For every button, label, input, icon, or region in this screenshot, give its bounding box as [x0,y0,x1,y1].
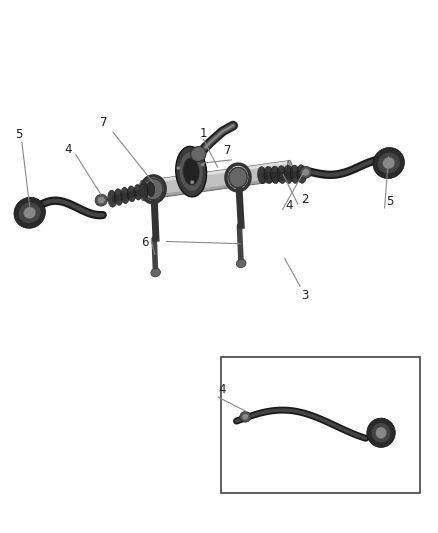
Ellipse shape [264,166,273,184]
Ellipse shape [114,189,123,205]
Ellipse shape [375,427,387,439]
Text: 3: 3 [301,289,308,302]
Ellipse shape [127,186,136,202]
Ellipse shape [297,165,307,183]
Ellipse shape [242,414,249,420]
Ellipse shape [14,197,46,228]
Text: 7: 7 [224,144,232,157]
Ellipse shape [24,207,36,219]
Ellipse shape [383,157,395,169]
Ellipse shape [371,423,391,443]
Ellipse shape [229,167,247,188]
Ellipse shape [179,152,203,191]
Ellipse shape [367,418,395,448]
Ellipse shape [378,152,400,174]
Ellipse shape [183,158,200,185]
Polygon shape [141,161,291,200]
Bar [221,357,420,493]
Text: 1: 1 [200,127,208,140]
Ellipse shape [258,167,266,184]
Text: 5: 5 [15,128,22,141]
Ellipse shape [18,202,41,223]
Ellipse shape [97,197,105,204]
Ellipse shape [95,195,107,206]
Ellipse shape [287,160,293,180]
Text: 2: 2 [300,193,308,206]
Ellipse shape [373,148,404,179]
Ellipse shape [147,182,155,197]
Ellipse shape [143,179,163,200]
Ellipse shape [176,147,207,197]
Text: 7: 7 [100,116,108,129]
Ellipse shape [201,163,205,166]
Text: 4: 4 [219,383,226,395]
Ellipse shape [108,190,117,207]
Ellipse shape [121,187,129,204]
Ellipse shape [141,183,148,198]
Text: 4: 4 [285,199,293,212]
Ellipse shape [177,166,180,170]
Ellipse shape [191,147,206,161]
Ellipse shape [139,181,145,201]
Ellipse shape [302,168,310,176]
Ellipse shape [277,166,286,183]
Ellipse shape [290,165,300,183]
Text: 4: 4 [64,143,72,156]
Ellipse shape [284,165,293,183]
Ellipse shape [151,268,160,277]
Text: 6: 6 [141,236,148,249]
Polygon shape [144,161,287,184]
Ellipse shape [271,166,280,183]
Ellipse shape [300,166,312,178]
Ellipse shape [240,411,251,422]
Ellipse shape [190,180,194,184]
Ellipse shape [134,184,142,200]
Polygon shape [145,176,289,199]
Text: 5: 5 [386,195,393,208]
Ellipse shape [237,259,246,268]
